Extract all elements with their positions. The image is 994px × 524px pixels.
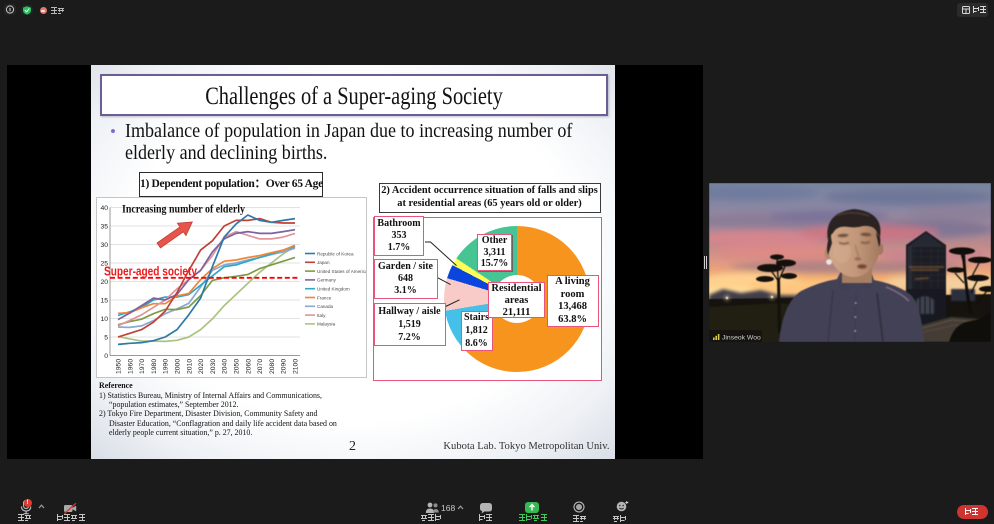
svg-text:2070: 2070 [257, 359, 264, 374]
svg-text:Canada: Canada [317, 305, 334, 310]
svg-text:France: France [317, 296, 332, 301]
svg-text:Japan: Japan [317, 261, 330, 266]
svg-text:Malaysia: Malaysia [317, 322, 336, 327]
svg-text:5: 5 [104, 335, 108, 342]
svg-text:United Kingdom: United Kingdom [317, 287, 350, 292]
svg-text:1970: 1970 [139, 359, 146, 374]
svg-text:2000: 2000 [175, 359, 182, 374]
svg-text:2020: 2020 [198, 359, 205, 374]
svg-text:2050: 2050 [234, 359, 241, 374]
svg-text:Increasing number of elderly: Increasing number of elderly [122, 202, 245, 216]
svg-text:2030: 2030 [210, 359, 217, 374]
svg-text:Republic of Korea: Republic of Korea [317, 252, 354, 257]
svg-text:35: 35 [100, 224, 108, 231]
svg-text:2100: 2100 [293, 359, 300, 374]
svg-text:15: 15 [100, 298, 108, 305]
svg-text:1990: 1990 [163, 359, 170, 374]
svg-text:2060: 2060 [245, 359, 252, 374]
svg-text:1980: 1980 [151, 359, 158, 374]
svg-text:Super-aged society: Super-aged society [104, 265, 197, 279]
svg-text:2080: 2080 [269, 359, 276, 374]
svg-text:United States of America: United States of America [317, 269, 366, 274]
svg-text:10: 10 [100, 316, 108, 323]
svg-text:2090: 2090 [281, 359, 288, 374]
svg-text:1950: 1950 [116, 359, 123, 374]
svg-text:2040: 2040 [222, 359, 229, 374]
svg-text:Italy: Italy [317, 313, 326, 318]
svg-text:2010: 2010 [186, 359, 193, 374]
svg-text:Jinseok Woo: Jinseok Woo [722, 334, 761, 341]
svg-text:30: 30 [100, 242, 108, 249]
svg-text:25: 25 [100, 261, 108, 268]
svg-text:0: 0 [104, 353, 108, 360]
svg-text:20: 20 [100, 279, 108, 286]
svg-text:40: 40 [100, 205, 108, 212]
svg-text:Germany: Germany [317, 278, 337, 283]
svg-text:1960: 1960 [127, 359, 134, 374]
